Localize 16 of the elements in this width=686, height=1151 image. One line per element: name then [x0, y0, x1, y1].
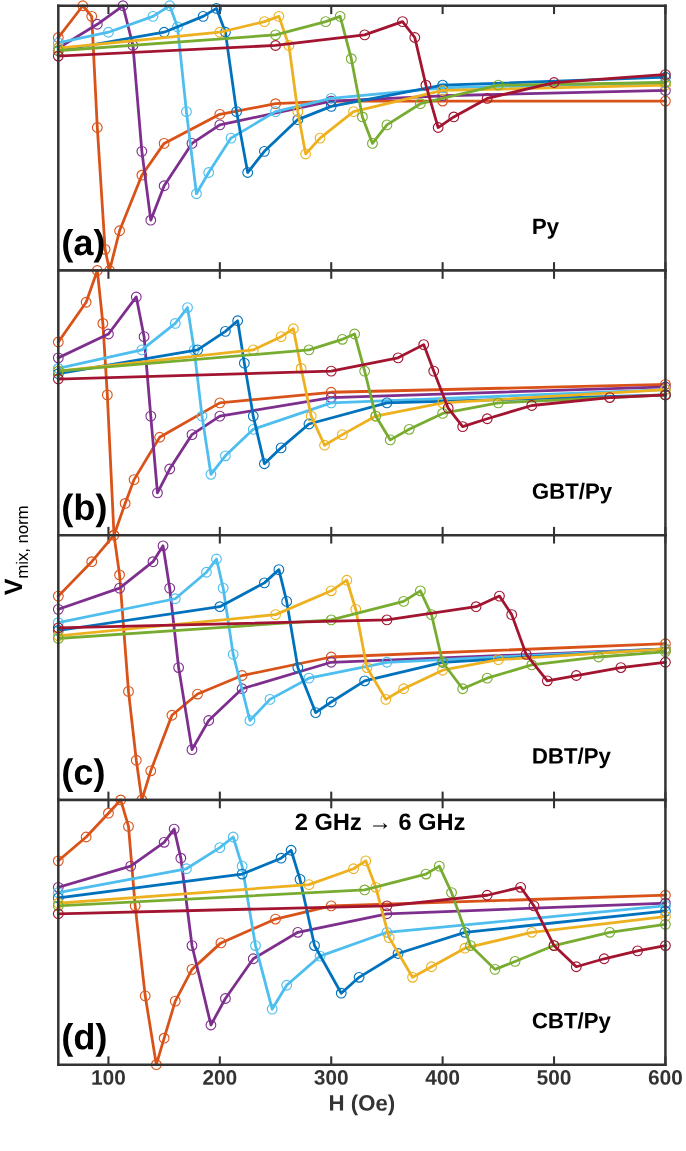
- annotation: (d): [63, 1023, 106, 1057]
- x-tick-label: 100: [92, 1070, 125, 1085]
- x-tick-label: 400: [425, 1070, 460, 1085]
- annotation: Py: [533, 218, 559, 239]
- x-tick-label: 500: [537, 1070, 571, 1085]
- annotation: GBT/Py: [532, 482, 612, 504]
- annotation: (b): [63, 493, 106, 528]
- annotation: CBT/Py: [532, 1012, 611, 1033]
- annotation: 2 GHz → 6 GHz: [295, 813, 465, 831]
- y-axis-title: Vmix, norm: [4, 506, 31, 596]
- x-tick-label: 600: [648, 1070, 682, 1085]
- x-tick-label: 300: [314, 1070, 348, 1085]
- annotation: DBT/Py: [533, 747, 611, 769]
- annotation: (c): [63, 758, 104, 792]
- x-tick-label: 200: [203, 1070, 237, 1085]
- x-axis-title: H (Oe): [330, 1094, 395, 1116]
